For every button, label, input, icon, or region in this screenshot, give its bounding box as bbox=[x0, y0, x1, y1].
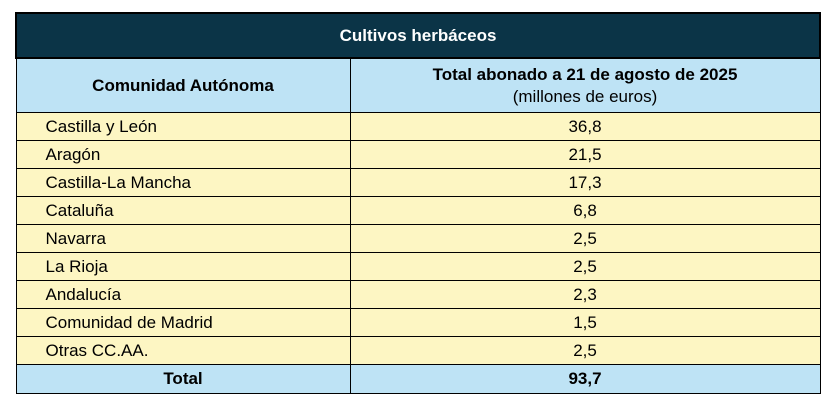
header-community: Comunidad Autónoma bbox=[15, 57, 351, 113]
header-total-main: Total abonado a 21 de agosto de 2025 bbox=[432, 64, 738, 84]
row-value: 2,5 bbox=[349, 336, 821, 365]
row-value: 6,8 bbox=[349, 196, 821, 225]
total-row: Total 93,7 bbox=[15, 364, 821, 394]
table-row: Cataluña 6,8 bbox=[15, 196, 821, 225]
total-label: Total bbox=[15, 364, 351, 394]
row-value: 2,3 bbox=[349, 280, 821, 309]
table-row: Castilla-La Mancha 17,3 bbox=[15, 168, 821, 197]
header-total-unit: (millones de euros) bbox=[512, 86, 658, 106]
row-community: Castilla-La Mancha bbox=[15, 168, 351, 197]
row-community: La Rioja bbox=[15, 252, 351, 281]
total-value: 93,7 bbox=[349, 364, 821, 394]
row-community: Navarra bbox=[15, 224, 351, 253]
table-row: Andalucía 2,3 bbox=[15, 280, 821, 309]
table-title-row: Cultivos herbáceos bbox=[14, 12, 822, 59]
row-value: 2,5 bbox=[349, 252, 821, 281]
payments-table-container: Cultivos herbáceos Comunidad Autónoma To… bbox=[14, 12, 822, 394]
table-row: Comunidad de Madrid 1,5 bbox=[15, 308, 821, 337]
table-row: Navarra 2,5 bbox=[15, 224, 821, 253]
payments-table: Cultivos herbáceos Comunidad Autónoma To… bbox=[14, 12, 822, 394]
row-community: Otras CC.AA. bbox=[15, 336, 351, 365]
row-community: Comunidad de Madrid bbox=[15, 308, 351, 337]
table-row: Castilla y León 36,8 bbox=[15, 112, 821, 141]
table-header-row: Comunidad Autónoma Total abonado a 21 de… bbox=[15, 57, 821, 113]
row-value: 36,8 bbox=[349, 112, 821, 141]
table-row: Otras CC.AA. 2,5 bbox=[15, 336, 821, 365]
table-row: Aragón 21,5 bbox=[15, 140, 821, 169]
table-title: Cultivos herbáceos bbox=[14, 12, 822, 59]
row-value: 2,5 bbox=[349, 224, 821, 253]
row-value: 21,5 bbox=[349, 140, 821, 169]
row-community: Andalucía bbox=[15, 280, 351, 309]
row-community: Cataluña bbox=[15, 196, 351, 225]
header-total: Total abonado a 21 de agosto de 2025 (mi… bbox=[349, 57, 821, 113]
row-community: Castilla y León bbox=[15, 112, 351, 141]
row-value: 1,5 bbox=[349, 308, 821, 337]
table-row: La Rioja 2,5 bbox=[15, 252, 821, 281]
row-community: Aragón bbox=[15, 140, 351, 169]
row-value: 17,3 bbox=[349, 168, 821, 197]
